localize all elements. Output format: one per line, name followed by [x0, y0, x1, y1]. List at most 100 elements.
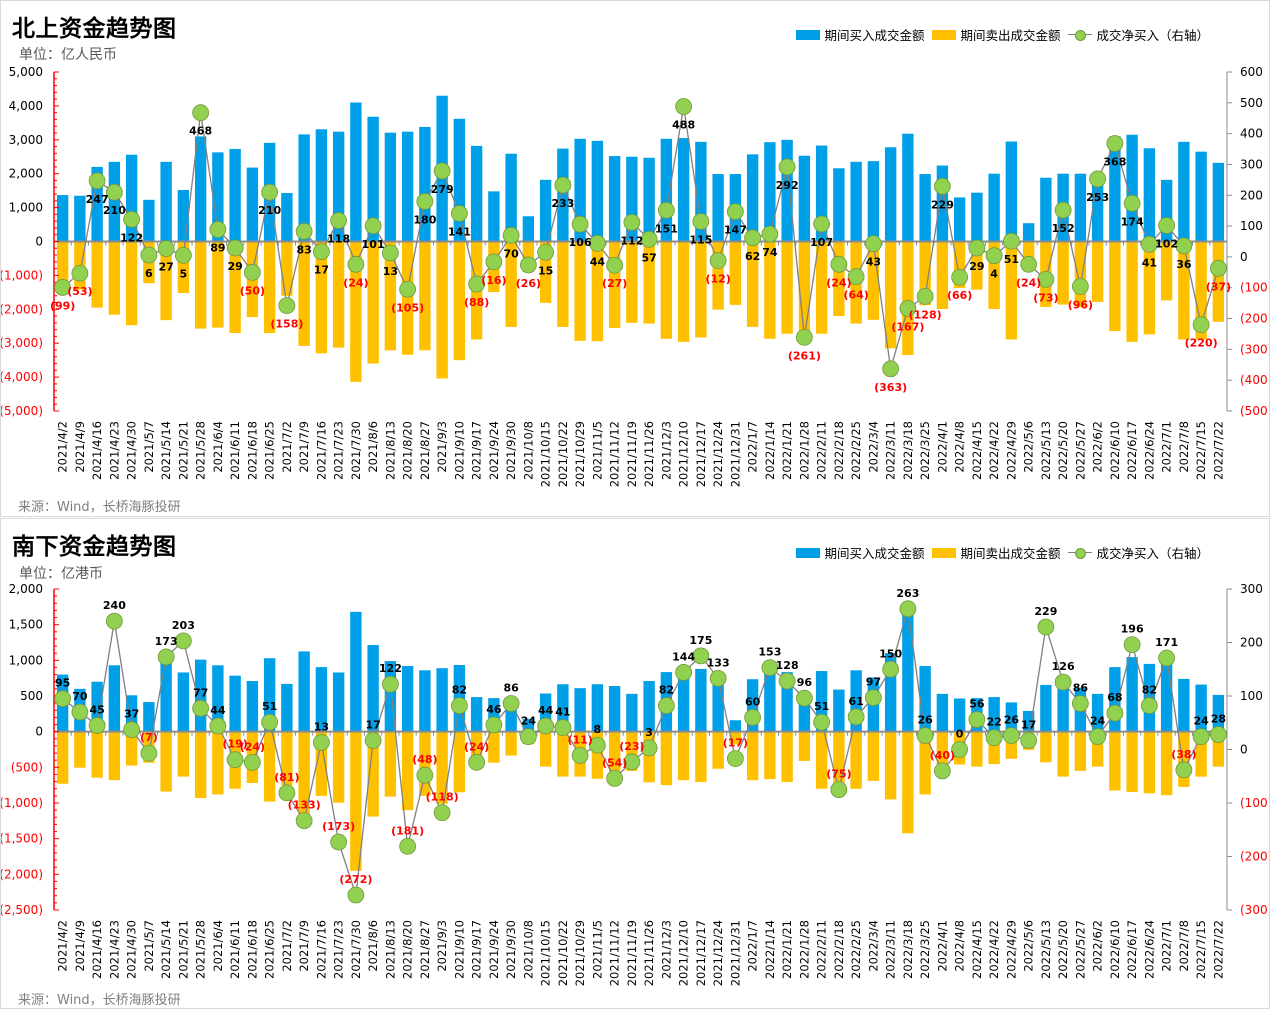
net-buy-marker	[951, 268, 969, 286]
legend-sell: 期间卖出成交金额	[932, 543, 1060, 562]
x-axis-date-label: 2021/4/2	[56, 920, 70, 972]
net-buy-marker	[588, 736, 606, 754]
chart-title: 南下资金趋势图	[12, 534, 177, 560]
net-buy-marker	[485, 253, 503, 271]
x-axis-date-label: 2021/10/29	[573, 920, 587, 986]
buy-bar	[574, 688, 586, 732]
net-buy-marker	[1037, 271, 1055, 288]
left-axis-tick-label: (2,000)	[1, 302, 43, 316]
net-buy-marker	[640, 739, 658, 757]
x-axis-date-label: 2021/8/20	[401, 920, 415, 979]
sell-bar	[798, 731, 811, 761]
buy-bar	[522, 216, 535, 242]
buy-bar	[194, 659, 207, 732]
net-buy-data-label: (167)	[891, 320, 924, 333]
buy-bar	[143, 702, 155, 732]
net-buy-marker	[174, 632, 192, 650]
x-axis-date-label: 2022/7/8	[1177, 920, 1191, 972]
x-axis-date-label: 2021/7/16	[314, 920, 328, 979]
x-axis-date-label: 2021/11/19	[625, 920, 639, 986]
x-axis-date-label: 2021/6/4	[211, 920, 225, 972]
net-buy-data-label: (54)	[602, 756, 627, 769]
net-buy-data-label: (27)	[602, 277, 627, 290]
legend-buy: 期间买入成交金额	[796, 25, 924, 44]
net-buy-marker	[502, 226, 520, 244]
net-buy-data-label: 51	[262, 700, 277, 713]
net-buy-data-label: 44	[590, 255, 606, 268]
left-axis-tick-label: 500	[20, 689, 43, 703]
right-axis-tick-label: (500)	[1240, 404, 1269, 418]
sell-bar	[660, 731, 673, 786]
net-buy-marker	[502, 695, 520, 712]
x-axis-date-label: 2021/6/4	[211, 421, 225, 473]
sell-bar	[919, 241, 931, 306]
legend-net-label: 成交净买入（右轴）	[1096, 28, 1209, 43]
sell-bar	[867, 731, 880, 781]
net-buy-marker	[709, 669, 727, 687]
buy-bar	[798, 155, 811, 242]
buy-bar	[298, 134, 310, 242]
net-buy-marker	[968, 711, 986, 728]
sell-bar	[315, 731, 328, 796]
buy-bar	[1143, 148, 1156, 242]
x-axis-date-label: 2021/7/30	[349, 421, 363, 480]
unit-label: 单位：亿港币	[19, 566, 103, 582]
net-buy-marker	[778, 672, 796, 690]
legend-buy: 期间买入成交金额	[796, 543, 924, 562]
sell-bar	[677, 731, 690, 781]
sell-bar	[1074, 241, 1087, 307]
net-buy-marker	[1140, 697, 1158, 715]
net-buy-data-label: 13	[383, 265, 398, 278]
net-buy-marker	[985, 729, 1003, 747]
buy-bar	[298, 651, 310, 732]
buy-bar	[902, 612, 914, 732]
net-buy-data-label: 86	[1073, 681, 1089, 694]
buy-bar	[712, 684, 724, 732]
net-buy-marker	[606, 256, 624, 274]
net-buy-data-label: 51	[1004, 253, 1019, 266]
buy-bar	[1109, 667, 1121, 732]
net-buy-marker	[726, 203, 744, 221]
buy-bar	[212, 152, 224, 242]
sell-bar	[1091, 731, 1104, 767]
left-axis-tick-label: (2,000)	[1, 867, 43, 881]
net-buy-data-label: 68	[1107, 691, 1122, 704]
net-buy-data-label: 29	[227, 260, 242, 273]
net-buy-marker	[1020, 732, 1038, 749]
sell-bar	[712, 731, 724, 769]
sell-bar	[815, 241, 828, 334]
x-axis-date-label: 2022/1/7	[746, 920, 760, 972]
buy-bar	[988, 697, 1000, 732]
left-axis-tick-label: (4,000)	[1, 370, 43, 384]
x-axis-date-label: 2021/12/3	[659, 421, 673, 480]
x-axis-date-label: 2022/4/8	[953, 421, 967, 473]
net-buy-data-label: 229	[1034, 605, 1057, 618]
net-buy-data-label: 17	[365, 718, 380, 731]
x-axis-date-label: 2021/11/26	[642, 421, 656, 487]
x-axis-date-label: 2021/12/31	[728, 421, 742, 487]
buy-bar	[695, 668, 707, 732]
net-buy-data-label: (272)	[339, 873, 372, 886]
net-buy-data-label: 83	[296, 243, 311, 256]
x-axis-date-label: 2021/9/17	[470, 920, 484, 979]
sell-bar	[367, 731, 379, 817]
right-axis-tick-label: 0	[1240, 250, 1248, 264]
sell-bar	[746, 731, 759, 781]
x-axis-date-label: 2022/5/6	[1022, 421, 1036, 473]
x-axis-date-label: 2021/7/2	[280, 421, 294, 473]
net-buy-data-label: 45	[89, 703, 104, 716]
sell-bar	[1143, 731, 1156, 794]
sell-bar	[574, 241, 586, 341]
net-buy-data-label: 24	[1090, 715, 1106, 728]
buy-bar	[919, 174, 931, 242]
sell-bar	[281, 241, 293, 296]
net-buy-marker	[71, 703, 89, 721]
buy-bar	[160, 661, 172, 732]
net-buy-data-label: (12)	[705, 273, 730, 286]
sell-bar	[263, 241, 276, 334]
x-axis-date-label: 2022/2/25	[849, 920, 863, 979]
buy-bar	[884, 653, 897, 732]
buy-bar	[746, 154, 759, 242]
net-buy-marker	[416, 193, 434, 210]
x-axis-date-label: 2022/1/14	[763, 421, 777, 480]
